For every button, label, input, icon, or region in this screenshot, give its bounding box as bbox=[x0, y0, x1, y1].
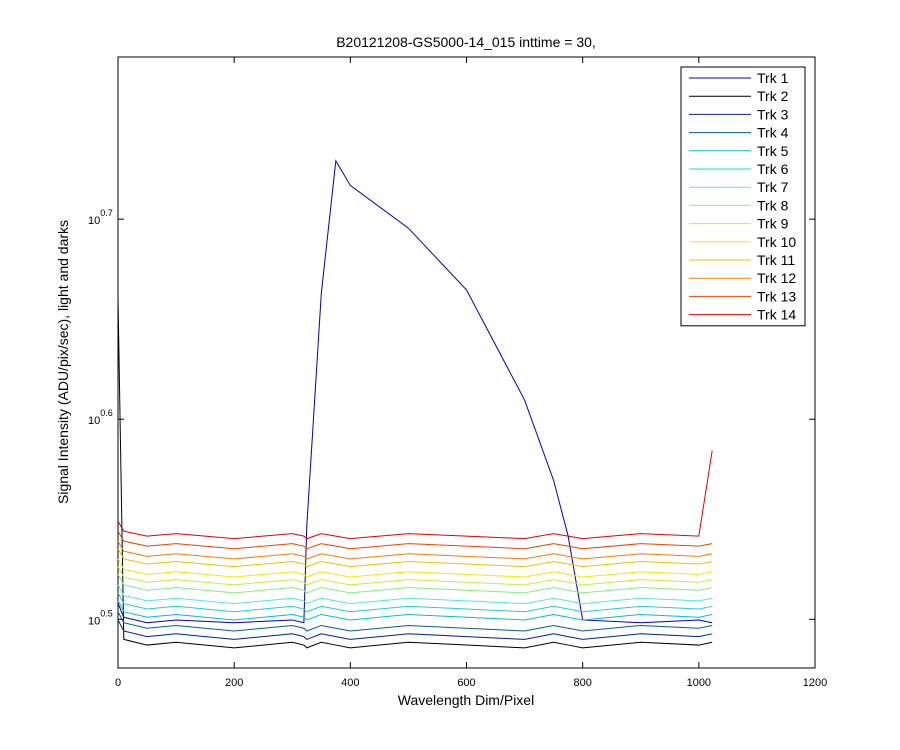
series-line bbox=[117, 530, 713, 550]
y-tick-exponent: 0.6 bbox=[100, 408, 113, 418]
legend-label: Trk 5 bbox=[757, 143, 789, 159]
y-tick-exponent: 0.5 bbox=[100, 608, 113, 618]
series-line bbox=[117, 566, 713, 586]
legend-label: Trk 4 bbox=[757, 125, 789, 141]
legend-box bbox=[680, 66, 806, 327]
legend-label: Trk 10 bbox=[757, 234, 796, 250]
series-line bbox=[117, 600, 713, 621]
x-tick-label: 1200 bbox=[803, 677, 827, 689]
y-tick-base: 10 bbox=[88, 615, 100, 627]
series-line bbox=[117, 619, 713, 640]
series-line bbox=[117, 297, 713, 649]
series-line bbox=[117, 584, 713, 605]
legend-label: Trk 13 bbox=[757, 288, 796, 304]
y-tick-exponent: 0.7 bbox=[100, 208, 113, 218]
x-tick-label: 400 bbox=[341, 677, 359, 689]
x-axis-label: Wavelength Dim/Pixel bbox=[398, 692, 534, 708]
legend-label: Trk 2 bbox=[757, 88, 789, 104]
series-line bbox=[117, 159, 713, 624]
legend-label: Trk 14 bbox=[757, 307, 796, 323]
x-tick-label: 1000 bbox=[687, 677, 711, 689]
y-tick-label: 100.5 bbox=[88, 608, 113, 627]
x-tick-label: 800 bbox=[573, 677, 591, 689]
legend-label: Trk 9 bbox=[757, 216, 789, 232]
legend-label: Trk 6 bbox=[757, 161, 789, 177]
legend-label: Trk 3 bbox=[757, 106, 789, 122]
legend-label: Trk 1 bbox=[757, 70, 789, 86]
series-line bbox=[117, 611, 713, 632]
y-tick-label: 100.6 bbox=[88, 408, 113, 427]
legend-label: Trk 11 bbox=[757, 252, 795, 268]
x-tick-label: 600 bbox=[457, 677, 475, 689]
series-line bbox=[117, 540, 713, 560]
x-tick-label: 200 bbox=[225, 677, 243, 689]
series-line bbox=[117, 574, 713, 594]
y-axis-label: Signal Intensity (ADU/pix/sec), light an… bbox=[55, 220, 71, 504]
legend-label: Trk 7 bbox=[757, 179, 789, 195]
y-tick-base: 10 bbox=[88, 215, 100, 227]
series-line bbox=[117, 450, 713, 540]
series-line bbox=[117, 548, 713, 568]
y-tick-label: 100.7 bbox=[88, 208, 113, 227]
legend-label: Trk 8 bbox=[757, 197, 789, 213]
series-line bbox=[117, 558, 713, 578]
x-tick-label: 0 bbox=[115, 677, 121, 689]
chart-title: B20121208-GS5000-14_015 inttime = 30, bbox=[336, 34, 596, 50]
series-line bbox=[117, 592, 713, 613]
legend-label: Trk 12 bbox=[757, 270, 796, 286]
y-tick-base: 10 bbox=[88, 415, 100, 427]
